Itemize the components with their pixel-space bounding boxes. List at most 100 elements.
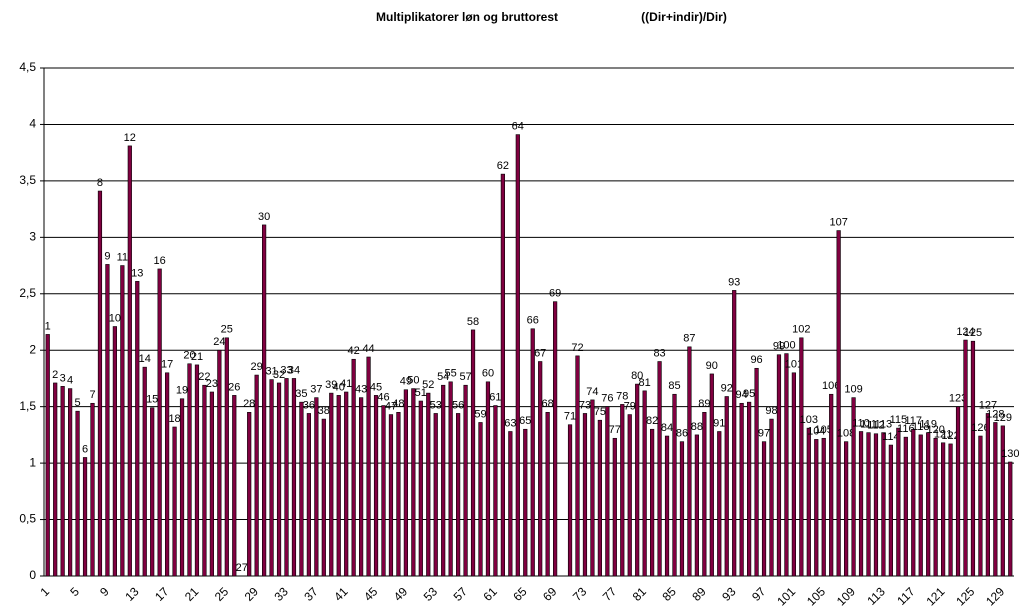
bar bbox=[232, 395, 237, 577]
y-tick-label: 1 bbox=[29, 455, 36, 469]
bar-label: 42 bbox=[348, 345, 360, 357]
bar-label: 29 bbox=[251, 361, 263, 373]
bar bbox=[120, 265, 125, 577]
y-tick-label: 0 bbox=[29, 568, 36, 582]
y-tick-label: 2,5 bbox=[19, 286, 36, 300]
bar bbox=[381, 405, 386, 577]
bar-label: 67 bbox=[534, 347, 546, 359]
x-tick-label: 13 bbox=[122, 584, 142, 604]
bar-label: 16 bbox=[154, 255, 166, 267]
bar-label: 102 bbox=[792, 324, 810, 336]
bar-label: 46 bbox=[377, 391, 389, 403]
bar bbox=[590, 399, 595, 577]
bar bbox=[538, 361, 543, 577]
bar bbox=[702, 412, 707, 577]
bar bbox=[217, 349, 222, 577]
bar bbox=[209, 391, 214, 577]
bar bbox=[441, 384, 446, 577]
bar-label: 58 bbox=[467, 316, 479, 328]
bar-label: 101 bbox=[785, 359, 803, 371]
bar bbox=[478, 422, 483, 577]
bar-label: 53 bbox=[430, 399, 442, 411]
bar bbox=[321, 418, 326, 577]
x-tick-label: 121 bbox=[923, 584, 947, 608]
bar bbox=[754, 367, 759, 577]
bar bbox=[127, 145, 132, 577]
bar-label: 32 bbox=[273, 369, 285, 381]
bar-label: 82 bbox=[646, 415, 658, 427]
bar bbox=[165, 372, 170, 577]
bar bbox=[836, 230, 841, 577]
bar-label: 5 bbox=[75, 397, 81, 409]
bar bbox=[993, 422, 998, 577]
bar-label: 20 bbox=[183, 350, 195, 362]
bar-label: 59 bbox=[474, 408, 486, 420]
x-tick-label: 53 bbox=[421, 584, 441, 604]
x-tick-label: 29 bbox=[242, 584, 262, 604]
bar-label: 119 bbox=[919, 419, 937, 431]
bar bbox=[45, 334, 50, 577]
x-tick-label: 77 bbox=[600, 584, 620, 604]
bar bbox=[344, 391, 349, 577]
x-tick-label: 93 bbox=[719, 584, 739, 604]
bar bbox=[470, 329, 476, 577]
bar bbox=[985, 413, 990, 577]
bar-label: 65 bbox=[519, 415, 531, 427]
bar-label: 88 bbox=[691, 421, 703, 433]
x-tick-label: 89 bbox=[689, 584, 709, 604]
x-tick-label: 21 bbox=[182, 584, 202, 604]
bar bbox=[254, 374, 259, 577]
bar-label: 94 bbox=[736, 389, 748, 401]
bar-label: 48 bbox=[392, 398, 404, 410]
bar bbox=[642, 390, 647, 577]
bar bbox=[284, 378, 289, 577]
bar-label: 2 bbox=[52, 369, 58, 381]
x-tick-label: 9 bbox=[97, 584, 112, 599]
bar bbox=[172, 426, 177, 577]
bar-label: 21 bbox=[191, 351, 203, 363]
bar-label: 1 bbox=[45, 320, 51, 332]
bar bbox=[694, 434, 699, 577]
bar-label: 79 bbox=[624, 400, 636, 412]
bar-label: 107 bbox=[829, 216, 847, 228]
bar-label: 18 bbox=[168, 413, 180, 425]
bar-label: 126 bbox=[971, 422, 989, 434]
bar-label: 99 bbox=[773, 341, 785, 353]
bar-label: 105 bbox=[815, 424, 833, 436]
bar-label: 44 bbox=[362, 343, 374, 355]
bar bbox=[366, 356, 371, 577]
bar-label: 120 bbox=[926, 424, 944, 436]
bar bbox=[873, 433, 879, 577]
bar-label: 4 bbox=[67, 375, 73, 387]
bar-label: 43 bbox=[355, 384, 367, 396]
bar bbox=[567, 424, 573, 577]
bar-label: 17 bbox=[161, 359, 173, 371]
x-tick-label: 57 bbox=[451, 584, 471, 604]
bar-label: 35 bbox=[295, 388, 307, 400]
bar bbox=[851, 397, 856, 577]
bar-label: 8 bbox=[97, 177, 103, 189]
bar-label: 84 bbox=[661, 422, 673, 434]
bar-label: 103 bbox=[800, 414, 818, 426]
bar bbox=[605, 406, 610, 577]
bar-label: 26 bbox=[228, 381, 240, 393]
x-tick-label: 61 bbox=[480, 584, 500, 604]
y-tick-label: 0,5 bbox=[19, 512, 36, 526]
bar-label: 33 bbox=[280, 364, 292, 376]
bar-label: 80 bbox=[631, 370, 643, 382]
x-tick-label: 5 bbox=[67, 584, 82, 599]
bar-label: 100 bbox=[777, 340, 795, 352]
bar bbox=[493, 405, 498, 577]
bar bbox=[135, 281, 140, 577]
bar bbox=[597, 419, 602, 577]
bar-label: 118 bbox=[912, 421, 930, 433]
bar-label: 109 bbox=[844, 384, 862, 396]
bar bbox=[411, 388, 416, 577]
bar bbox=[306, 413, 311, 577]
bar-label: 37 bbox=[310, 384, 322, 396]
bar-label: 89 bbox=[698, 398, 710, 410]
y-tick-label: 2 bbox=[29, 342, 36, 356]
bar-label: 36 bbox=[303, 399, 315, 411]
bar bbox=[150, 407, 155, 577]
